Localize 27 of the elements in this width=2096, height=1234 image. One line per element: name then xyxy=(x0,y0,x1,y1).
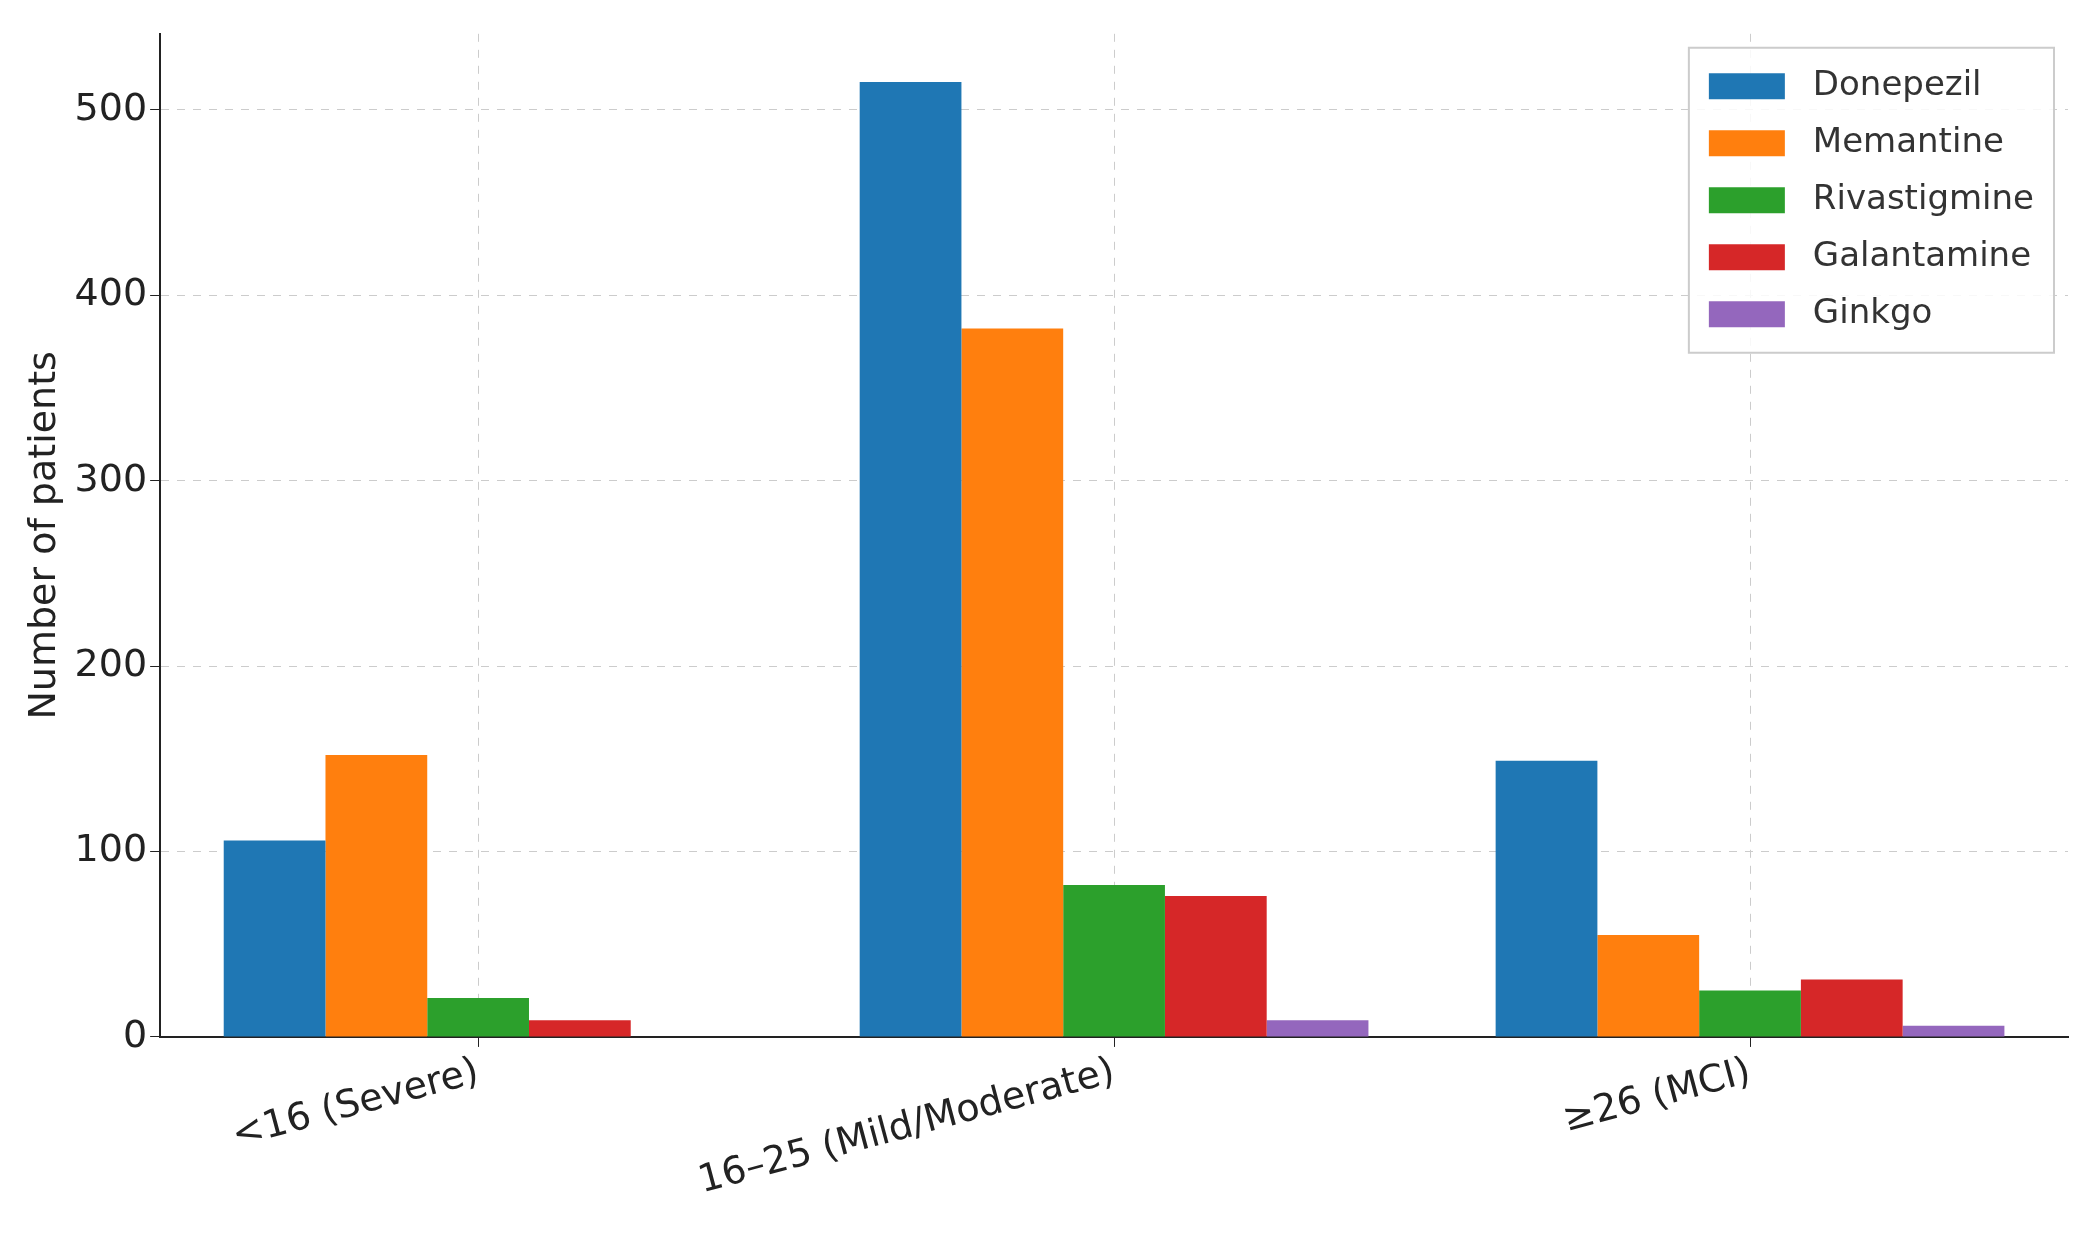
bar xyxy=(528,1020,631,1037)
bar xyxy=(325,755,428,1037)
bar xyxy=(1902,1025,2005,1037)
legend-label: Rivastigmine xyxy=(1812,177,2035,218)
legend-label: Donepezil xyxy=(1812,63,1982,104)
bar xyxy=(859,82,962,1037)
y-tick-label: 300 xyxy=(74,455,148,500)
y-tick-label: 100 xyxy=(74,826,148,871)
legend-label: Galantamine xyxy=(1812,234,2032,275)
legend-label: Ginkgo xyxy=(1812,291,1933,332)
y-tick-label: 0 xyxy=(122,1011,148,1056)
bar xyxy=(1495,760,1598,1037)
y-axis-title: Number of patients xyxy=(19,351,64,720)
y-tick-label: 200 xyxy=(74,640,148,685)
bar xyxy=(1597,934,1700,1037)
y-tick-label: 400 xyxy=(74,270,148,315)
bar xyxy=(1699,990,1801,1037)
bar xyxy=(223,840,326,1037)
bar xyxy=(1266,1020,1369,1037)
x-tick-label: ≥26 (MCI) xyxy=(1557,1047,1755,1140)
bar xyxy=(961,328,1064,1037)
bar xyxy=(1063,884,1165,1037)
y-tick-label: 500 xyxy=(74,84,148,129)
bar xyxy=(1800,979,1903,1037)
bar xyxy=(1164,896,1267,1037)
legend-label: Memantine xyxy=(1812,120,2004,161)
bar xyxy=(427,997,529,1037)
